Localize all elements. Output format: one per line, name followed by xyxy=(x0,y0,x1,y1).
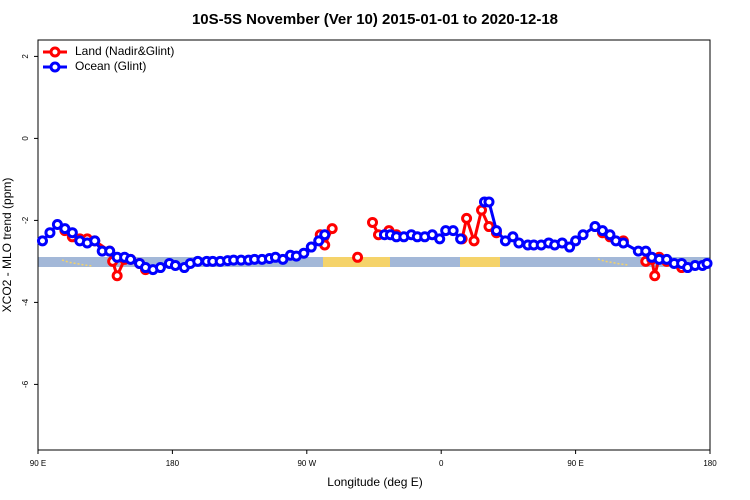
point xyxy=(169,260,181,271)
x-tick-label: 0 xyxy=(439,459,444,468)
island-strip xyxy=(597,258,629,266)
point xyxy=(570,235,582,247)
point xyxy=(319,229,331,241)
x-axis-label: Longitude (deg E) xyxy=(327,475,422,489)
land-strip xyxy=(460,257,500,267)
point xyxy=(468,235,480,247)
point xyxy=(434,233,446,245)
point xyxy=(640,245,652,257)
point xyxy=(44,227,56,239)
point xyxy=(507,231,519,243)
x-tick-label: 90 E xyxy=(567,459,583,468)
chart-title: 10S-5S November (Ver 10) 2015-01-01 to 2… xyxy=(192,11,558,28)
point xyxy=(154,262,166,274)
point xyxy=(111,270,123,282)
point xyxy=(352,251,364,263)
x-tick-label: 90 W xyxy=(297,459,316,468)
point xyxy=(483,196,495,208)
x-tick-label: 90 E xyxy=(30,459,46,468)
point xyxy=(447,225,459,237)
point xyxy=(455,233,467,245)
x-tick-label: 180 xyxy=(703,459,717,468)
y-tick-label: 2 xyxy=(21,54,30,59)
point xyxy=(313,235,325,247)
point xyxy=(104,245,116,257)
point xyxy=(66,227,78,239)
point xyxy=(617,237,629,249)
point xyxy=(490,225,502,237)
point xyxy=(604,229,616,241)
point xyxy=(36,235,48,247)
y-axis-label: XCO2 - MLO trend (ppm) xyxy=(0,178,14,313)
point xyxy=(461,212,473,224)
point xyxy=(577,229,589,241)
point xyxy=(192,255,204,267)
legend-marker xyxy=(49,61,61,73)
point xyxy=(564,241,576,253)
y-tick-label: -4 xyxy=(21,298,30,306)
x-tick-label: 180 xyxy=(166,459,180,468)
point xyxy=(298,247,310,259)
legend-marker xyxy=(49,46,61,58)
point xyxy=(649,270,661,282)
point xyxy=(367,216,379,228)
legend-label: Ocean (Glint) xyxy=(75,59,146,73)
y-tick-label: -2 xyxy=(21,216,30,224)
point xyxy=(89,235,101,247)
point xyxy=(305,241,317,253)
plot-frame xyxy=(37,39,711,451)
point xyxy=(513,237,525,249)
point xyxy=(326,223,338,235)
y-tick-label: 0 xyxy=(21,136,30,141)
island-strip xyxy=(61,259,93,267)
legend-label: Land (Nadir&Glint) xyxy=(75,44,174,58)
point xyxy=(125,253,137,265)
point xyxy=(701,257,713,269)
y-tick-label: -6 xyxy=(21,380,30,388)
